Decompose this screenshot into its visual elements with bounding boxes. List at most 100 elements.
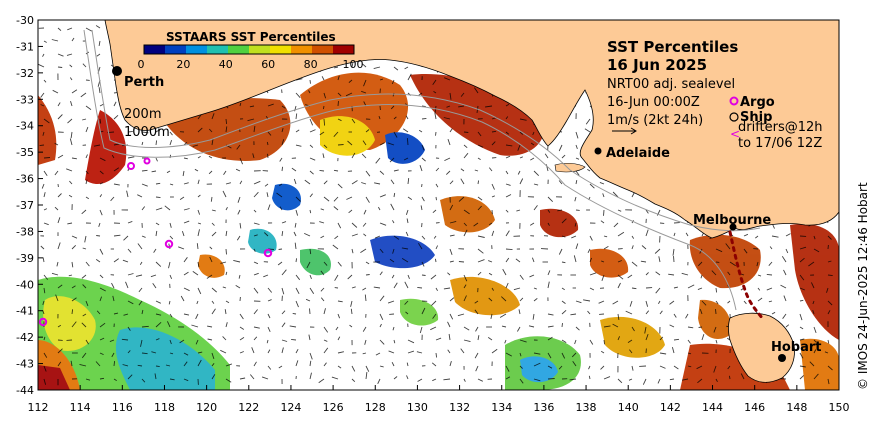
velocity-arrow [211,209,216,212]
velocity-arrow [211,352,215,360]
velocity-arrow [379,78,384,81]
velocity-arrow [337,261,342,267]
velocity-arrow [379,313,384,320]
velocity-arrow [444,77,451,81]
velocity-arrow [715,378,718,383]
velocity-arrow [435,196,437,201]
velocity-arrow [756,261,759,267]
velocity-arrow [323,261,328,266]
velocity-arrow [183,287,190,292]
velocity-arrow [295,360,299,367]
velocity-arrow [267,103,274,107]
velocity-arrow [192,271,199,276]
velocity-arrow [435,131,437,136]
velocity-arrow [715,339,718,344]
velocity-arrow [180,295,185,302]
velocity-arrow [393,116,397,120]
velocity-arrow [347,274,353,280]
velocity-arrow [320,287,325,292]
velocity-arrow [781,256,787,263]
velocity-arrow [253,234,258,237]
velocity-arrow [446,105,451,108]
velocity-arrow [445,170,451,175]
velocity-arrow [51,272,59,276]
velocity-arrow [588,365,591,370]
velocity-arrow [393,376,398,380]
velocity-arrow [673,232,676,237]
velocity-arrow [197,351,203,354]
velocity-arrow [519,118,527,121]
ship-legend-icon [729,112,739,122]
velocity-arrow [379,295,385,302]
velocity-arrow [334,274,339,281]
velocity-arrow [197,179,200,185]
argo-float [164,239,174,249]
velocity-arrow [211,287,217,293]
y-tick-label: -43 [16,358,34,371]
velocity-arrow [295,274,301,281]
velocity-arrow [583,299,591,302]
x-tick-label: 148 [786,401,807,414]
velocity-arrow [251,347,255,354]
velocity-arrow [197,222,202,225]
velocity-arrow [505,282,509,289]
velocity-arrow [743,248,748,254]
velocity-arrow [375,352,381,356]
velocity-arrow [393,339,396,344]
velocity-arrow [278,248,283,250]
velocity-arrow [43,222,49,226]
velocity-arrow [631,192,635,198]
velocity-arrow [70,360,73,367]
velocity-arrow [700,274,703,279]
velocity-arrow [207,338,213,341]
velocity-arrow [435,287,438,292]
velocity-arrow [281,139,285,146]
sst-patch-sw-cyan [115,327,215,390]
velocity-arrow [641,245,647,250]
velocity-arrow [69,138,73,146]
velocity-arrow [617,282,621,289]
sst-patch-south-2 [520,356,558,383]
velocity-arrow [99,118,102,124]
x-tick-label: 126 [323,401,344,414]
velocity-arrow [435,337,442,341]
velocity-arrow [253,326,260,329]
velocity-arrow [141,325,149,328]
velocity-arrow [337,101,339,107]
land-mainland [104,19,840,239]
velocity-arrow [827,365,833,371]
velocity-arrow [589,272,597,276]
velocity-arrow [85,179,88,185]
velocity-arrow [238,274,241,279]
velocity-arrow [431,362,437,367]
velocity-arrow [827,300,833,306]
velocity-arrow [379,271,383,276]
velocity-arrow [505,170,509,175]
x-tick-label: 120 [196,401,217,414]
velocity-arrow [488,297,493,302]
velocity-arrow [293,178,297,185]
velocity-arrow [235,168,241,172]
velocity-arrow [421,274,426,276]
velocity-arrow [463,229,468,237]
velocity-arrow [99,182,104,185]
velocity-arrow [430,274,437,280]
velocity-arrow [113,234,121,237]
velocity-arrow [168,261,171,269]
velocity-arrow [361,90,367,94]
velocity-arrow [309,118,314,126]
velocity-arrow [346,196,353,200]
velocity-arrow [351,180,358,185]
velocity-arrow [421,157,426,162]
velocity-arrow [183,208,190,211]
velocity-arrow [673,286,679,289]
velocity-arrow [43,365,47,372]
velocity-arrow [631,245,634,250]
velocity-arrow [642,378,647,385]
velocity-arrow [601,274,605,281]
velocity-arrow [43,208,48,211]
velocity-arrow [573,255,577,263]
velocity-arrow [111,282,115,289]
velocity-arrow [263,232,269,237]
